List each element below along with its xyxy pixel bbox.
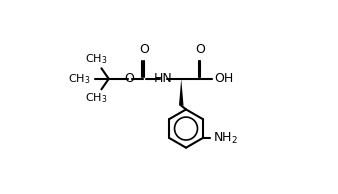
Text: O: O [195,43,205,56]
Text: HN: HN [154,72,172,85]
Text: CH$_3$: CH$_3$ [86,91,108,105]
Text: CH$_3$: CH$_3$ [86,52,108,66]
Polygon shape [179,79,184,106]
Text: O: O [139,43,149,56]
Text: NH$_2$: NH$_2$ [213,131,238,146]
Text: CH$_3$: CH$_3$ [68,72,90,86]
Text: O: O [125,72,135,85]
Text: OH: OH [215,72,234,85]
